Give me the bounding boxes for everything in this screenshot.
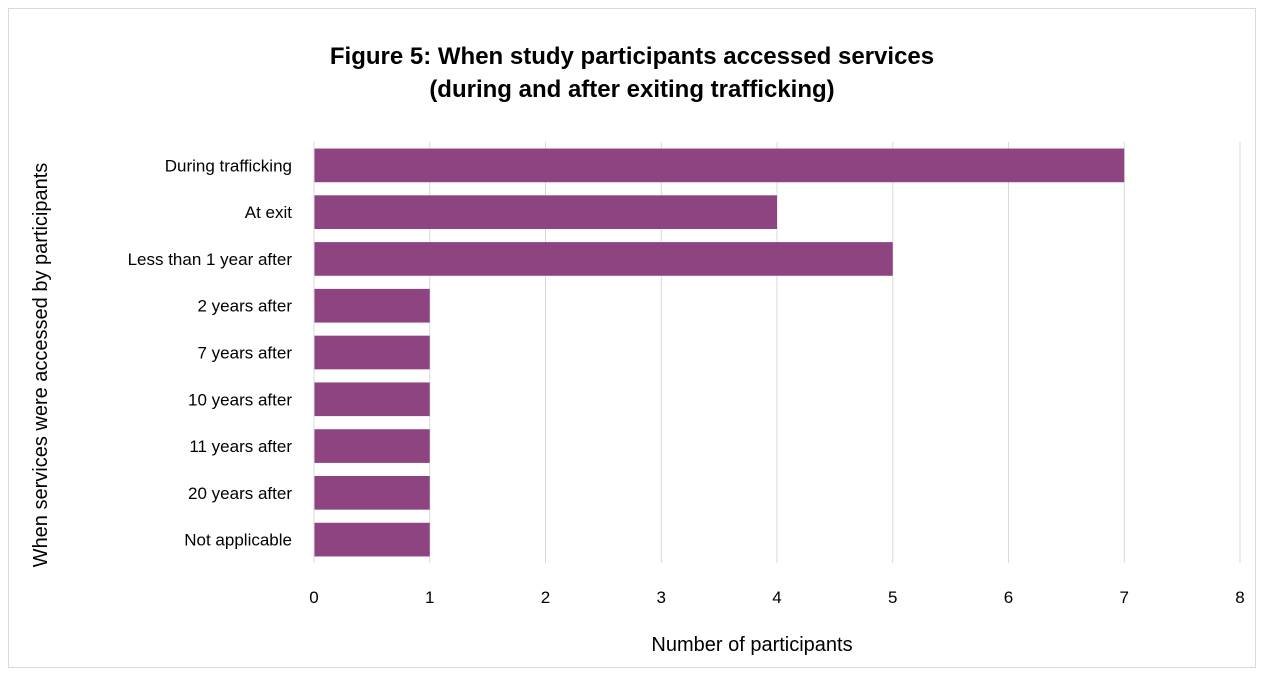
x-tick-labels: 0 1 2 3 4 5 6 7 8 — [309, 588, 1244, 607]
bar-5 — [314, 382, 430, 417]
bar-0 — [314, 148, 1125, 183]
category-label-8: Not applicable — [184, 531, 292, 550]
category-label-6: 11 years after — [189, 437, 292, 456]
category-label-1: At exit — [245, 203, 293, 222]
x-axis-title: Number of participants — [651, 634, 852, 656]
category-label-5: 10 years after — [188, 390, 292, 409]
x-tick-label-1: 1 — [425, 588, 434, 607]
y-axis-title: When services were accessed by participa… — [30, 163, 52, 568]
bar-8 — [314, 522, 430, 557]
bar-2 — [314, 242, 893, 276]
category-label-3: 2 years after — [198, 297, 293, 316]
x-tick-label-5: 5 — [888, 588, 897, 607]
category-label-0: During trafficking — [165, 156, 292, 175]
chart-frame — [8, 8, 1256, 668]
category-labels: During trafficking At exit Less than 1 yea… — [128, 156, 293, 549]
x-tick-label-8: 8 — [1235, 588, 1244, 607]
x-tick-label-0: 0 — [309, 588, 318, 607]
category-label-2: Less than 1 year after — [128, 250, 293, 269]
chart-title: Figure 5: When study participants access… — [329, 43, 935, 103]
bar-1 — [314, 195, 777, 230]
category-label-4: 7 years after — [198, 344, 293, 363]
bar-7 — [314, 475, 430, 510]
x-tick-label-4: 4 — [772, 588, 781, 607]
x-tick-label-2: 2 — [541, 588, 550, 607]
bar-6 — [314, 429, 430, 463]
category-label-7: 20 years after — [188, 484, 292, 503]
bars — [314, 148, 1125, 557]
x-tick-label-6: 6 — [1004, 588, 1013, 607]
x-tick-label-3: 3 — [657, 588, 666, 607]
bar-4 — [314, 335, 430, 370]
bar-3 — [314, 288, 430, 323]
x-tick-label-7: 7 — [1120, 588, 1129, 607]
